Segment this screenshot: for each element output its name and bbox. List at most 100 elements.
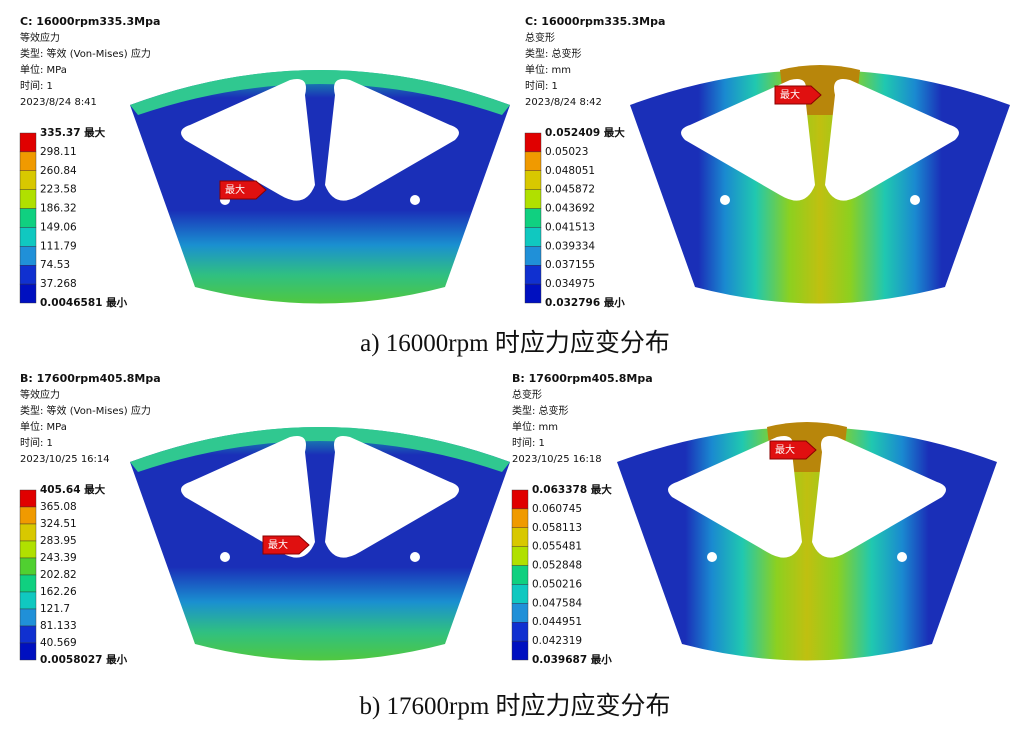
legend-label: 0.047584: [532, 597, 582, 609]
fan-body: [130, 427, 510, 661]
legend-label: 186.32: [40, 203, 77, 215]
header-line: 单位: MPa: [20, 420, 67, 433]
header-line: 单位: MPa: [20, 63, 67, 76]
legend-color: [511, 565, 529, 585]
slot: [325, 436, 459, 558]
header-line: C: 16000rpm335.3Mpa: [525, 15, 665, 28]
legend-color: [511, 584, 529, 604]
legend-label: 0.044951: [532, 616, 582, 628]
slot: [181, 436, 315, 558]
legend-label: 0.058113: [532, 522, 582, 534]
header-line: 总变形: [512, 388, 542, 401]
legend-color: [511, 640, 529, 661]
header-line: 等效应力: [20, 31, 60, 44]
legend-label: 335.37 最大: [40, 126, 106, 139]
header-line: 时间: 1: [512, 436, 545, 449]
max-marker: 最大: [262, 535, 310, 555]
legend-color: [19, 574, 37, 593]
legend-color: [19, 642, 37, 661]
legend-label: 121.7: [40, 603, 70, 615]
legend-color: [19, 506, 37, 525]
legend-label: 0.05023: [545, 146, 588, 158]
header-line: B: 17600rpm405.8Mpa: [512, 372, 653, 385]
header-line: 时间: 1: [20, 79, 53, 92]
legend-color: [19, 227, 37, 247]
legend-color: [19, 208, 37, 228]
hole: [897, 552, 907, 562]
hole: [910, 195, 920, 205]
legend-label: 0.041513: [545, 221, 595, 233]
slot: [325, 79, 459, 201]
legend-color: [524, 246, 542, 266]
hole: [707, 552, 717, 562]
hole: [720, 195, 730, 205]
legend-color: [511, 527, 529, 547]
legend-color: [19, 557, 37, 576]
legend-label: 0.037155: [545, 259, 595, 271]
legend-label: 0.039334: [545, 240, 595, 252]
header-line: C: 16000rpm335.3Mpa: [20, 15, 160, 28]
header-line: 2023/8/24 8:42: [525, 97, 602, 108]
legend-label: 260.84: [40, 165, 77, 177]
legend-label: 365.08: [40, 501, 77, 513]
legend-color: [19, 625, 37, 644]
caption: a) 16000rpm 时应力应变分布: [360, 329, 670, 357]
legend-color: [19, 283, 37, 304]
legend-label: 162.26: [40, 586, 77, 598]
legend-label: 0.0058027 最小: [40, 653, 128, 666]
legend-color: [511, 603, 529, 623]
slot: [181, 79, 315, 201]
legend-color: [19, 132, 37, 153]
hole: [220, 552, 230, 562]
marker-label: 最大: [268, 538, 288, 551]
fan-model: [617, 422, 997, 661]
legend-color: [19, 189, 37, 209]
legend-color: [524, 265, 542, 285]
header-line: 单位: mm: [525, 63, 571, 76]
legend-label: 0.050216: [532, 578, 582, 590]
hole: [410, 552, 420, 562]
legend-label: 40.569: [40, 637, 77, 649]
header-line: 等效应力: [20, 388, 60, 401]
marker-label: 最大: [775, 443, 795, 456]
legend-color: [19, 608, 37, 627]
header-line: 类型: 总变形: [512, 404, 569, 417]
legend-color: [19, 523, 37, 542]
legend-label: 0.042319: [532, 635, 582, 647]
legend-label: 149.06: [40, 221, 77, 233]
max-marker: 最大: [219, 180, 267, 200]
marker-tag: [774, 85, 822, 105]
slot: [812, 436, 946, 558]
marker-label: 最大: [225, 183, 245, 196]
header-line: 2023/10/25 16:18: [512, 454, 602, 465]
legend-label: 324.51: [40, 518, 77, 530]
slot: [825, 79, 959, 201]
legend-label: 0.034975: [545, 278, 595, 290]
legend-label: 111.79: [40, 240, 77, 252]
header-line: 类型: 等效 (Von-Mises) 应力: [20, 47, 151, 60]
legend-color: [511, 546, 529, 566]
legend-color: [524, 132, 542, 153]
legend-color: [524, 208, 542, 228]
header-line: B: 17600rpm405.8Mpa: [20, 372, 161, 385]
header-line: 2023/8/24 8:41: [20, 97, 97, 108]
legend-color: [524, 189, 542, 209]
legend-label: 0.048051: [545, 165, 595, 177]
legend-label: 0.045872: [545, 184, 595, 196]
slot: [668, 436, 802, 558]
legend-color: [19, 265, 37, 285]
marker-label: 最大: [780, 88, 800, 101]
header-line: 类型: 总变形: [525, 47, 582, 60]
fan-body: [130, 70, 510, 304]
legend-color: [524, 170, 542, 190]
legend-label: 202.82: [40, 569, 77, 581]
legend-color: [524, 227, 542, 247]
legend-color: [524, 151, 542, 171]
legend-label: 298.11: [40, 146, 77, 158]
legend-color: [511, 489, 529, 510]
